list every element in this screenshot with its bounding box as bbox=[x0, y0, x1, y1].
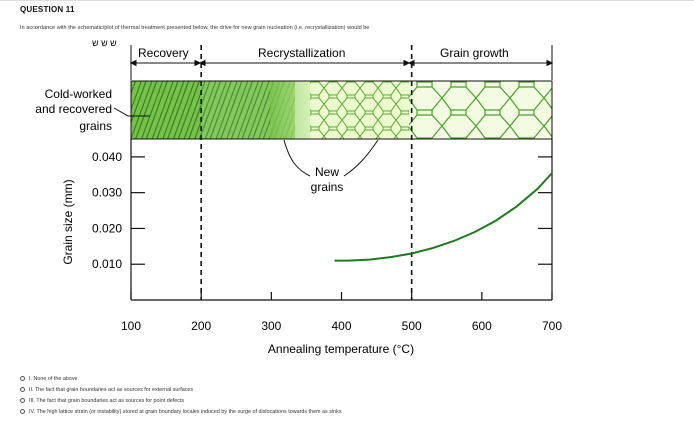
option-label: II. The fact that grain boundaries act a… bbox=[29, 386, 194, 393]
radio-button[interactable] bbox=[20, 387, 25, 392]
stage-grain-growth-label: Grain growth bbox=[440, 46, 509, 60]
question-prompt: In accordance with the schematic/plot of… bbox=[20, 25, 370, 31]
stage-recrystallization-label: Recrystallization bbox=[258, 46, 345, 60]
x-tick-label: 100 bbox=[121, 319, 141, 333]
stage-recovery-label: Recovery bbox=[138, 46, 189, 60]
stage-boundaries bbox=[200, 45, 413, 300]
svg-text:Cold-worked: Cold-worked bbox=[45, 87, 112, 101]
y-ticks: 0.010 0.020 0.030 0.040 bbox=[92, 150, 552, 271]
svg-text:and recovered: and recovered bbox=[35, 102, 112, 116]
x-tick-label: 700 bbox=[542, 319, 562, 333]
x-tick-label: 200 bbox=[191, 319, 211, 333]
truncated-label: ש ש ש bbox=[92, 38, 117, 48]
option-label: IV. The high lattice strain (or instabil… bbox=[29, 408, 342, 415]
new-grains-pointer-left bbox=[283, 139, 311, 177]
microstructure-strip bbox=[130, 80, 553, 140]
y-axis-label: Grain size (mm) bbox=[61, 179, 75, 264]
x-tick-label: 500 bbox=[402, 319, 422, 333]
y-tick-label: 0.010 bbox=[92, 257, 122, 271]
answer-options: I. None of the above II. The fact that g… bbox=[20, 373, 342, 417]
cold-worked-pointer bbox=[113, 107, 150, 117]
stage-arrows bbox=[129, 45, 554, 80]
y-tick-label: 0.040 bbox=[92, 150, 122, 164]
y-tick-label: 0.030 bbox=[92, 186, 122, 200]
x-tick-label: 400 bbox=[331, 319, 351, 333]
option-1[interactable]: I. None of the above bbox=[20, 373, 342, 384]
option-label: I. None of the above bbox=[29, 375, 78, 382]
x-axis-label: Annealing temperature (°C) bbox=[268, 342, 414, 356]
question-title: QUESTION 11 bbox=[20, 5, 75, 14]
y-tick-label: 0.020 bbox=[92, 221, 122, 235]
grain-growth-region bbox=[409, 81, 552, 139]
option-4[interactable]: IV. The high lattice strain (or instabil… bbox=[20, 406, 342, 417]
svg-text:grains: grains bbox=[79, 119, 112, 133]
radio-button[interactable] bbox=[20, 376, 25, 381]
cold-worked-region bbox=[131, 81, 201, 139]
new-grains-label: New grains bbox=[311, 165, 344, 194]
cold-worked-label: Cold-worked and recovered grains bbox=[35, 87, 112, 133]
option-label: III. The fact that grain boundaries act … bbox=[29, 397, 185, 404]
option-2[interactable]: II. The fact that grain boundaries act a… bbox=[20, 384, 342, 395]
new-grains-pointer-right bbox=[343, 139, 379, 177]
top-divider bbox=[0, 0, 694, 1]
plot-axes bbox=[130, 139, 553, 301]
svg-text:New: New bbox=[315, 165, 339, 179]
x-ticks: 100 200 300 400 500 600 700 bbox=[121, 292, 562, 333]
svg-text:grains: grains bbox=[311, 180, 344, 194]
new-grains-region bbox=[310, 81, 410, 139]
grain-size-curve bbox=[334, 172, 553, 262]
x-tick-label: 300 bbox=[261, 319, 281, 333]
option-3[interactable]: III. The fact that grain boundaries act … bbox=[20, 395, 342, 406]
x-tick-label: 600 bbox=[472, 319, 492, 333]
radio-button[interactable] bbox=[20, 409, 25, 414]
radio-button[interactable] bbox=[20, 398, 25, 403]
